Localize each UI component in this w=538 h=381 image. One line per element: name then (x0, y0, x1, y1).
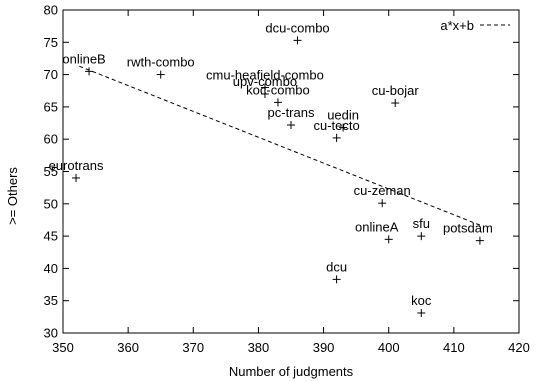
point-label: upv-combo (233, 74, 297, 89)
data-point: dcu-combo (265, 20, 330, 45)
point-label: sfu (413, 216, 430, 231)
x-tick-label: 380 (248, 340, 270, 355)
data-point: potsdam (443, 221, 493, 245)
data-point: cu-bojar (372, 83, 420, 108)
y-tick-label: 60 (44, 132, 58, 147)
data-point: cu-tecto (313, 118, 360, 142)
y-tick-label: 50 (44, 196, 58, 211)
y-tick-label: 70 (44, 67, 58, 82)
point-label: cmu-heafield-combo (206, 68, 324, 83)
point-label: dcu (326, 259, 347, 274)
point-label: eurotrans (49, 158, 104, 173)
data-point: onlineA (355, 219, 399, 244)
point-label: onlineB (62, 51, 105, 66)
x-tick-label: 400 (378, 340, 400, 355)
data-point: sfu (413, 216, 430, 241)
x-tick-label: 420 (508, 340, 530, 355)
y-tick-label: 45 (44, 229, 58, 244)
point-label: cu-zeman (354, 183, 411, 198)
y-tick-label: 40 (44, 261, 58, 276)
point-label: koc (411, 293, 432, 308)
data-point: pc-trans (268, 105, 315, 129)
x-tick-label: 370 (182, 340, 204, 355)
x-tick-label: 410 (443, 340, 465, 355)
point-label: rwth-combo (127, 55, 195, 70)
y-tick-label: 80 (44, 3, 58, 18)
data-point: cu-zeman (354, 183, 411, 208)
legend: a*x+b (440, 18, 510, 33)
data-point: uedin (327, 108, 359, 132)
data-point: rwth-combo (127, 55, 195, 79)
data-point: dcu (326, 259, 347, 284)
y-tick-label: 55 (44, 164, 58, 179)
y-tick-label: 35 (44, 293, 58, 308)
point-label: dcu-combo (265, 20, 329, 35)
legend-label: a*x+b (440, 18, 474, 33)
point-label: cu-bojar (372, 83, 420, 98)
x-tick-label: 350 (52, 340, 74, 355)
y-tick-label: 30 (44, 326, 58, 341)
point-label: pc-trans (268, 105, 315, 120)
x-axis-title: Number of judgments (229, 364, 354, 379)
point-label: onlineA (355, 219, 399, 234)
y-tick-label: 65 (44, 99, 58, 114)
point-label: potsdam (443, 221, 493, 236)
data-point: onlineB (62, 51, 106, 76)
data-point: koc (411, 293, 432, 317)
point-label: koc-combo (246, 82, 310, 97)
y-axis-title-group: >= Others (5, 167, 20, 225)
y-axis-title: >= Others (5, 167, 20, 225)
y-tick-label: 75 (44, 35, 58, 50)
data-point: upv-combo (233, 74, 297, 98)
fit-line (79, 65, 481, 226)
data-point: koc-combo (246, 82, 310, 107)
x-tick-label: 390 (313, 340, 335, 355)
point-label: cu-tecto (313, 118, 359, 133)
point-label: uedin (327, 108, 359, 123)
x-tick-label: 360 (117, 340, 139, 355)
data-point: eurotrans (49, 158, 104, 182)
